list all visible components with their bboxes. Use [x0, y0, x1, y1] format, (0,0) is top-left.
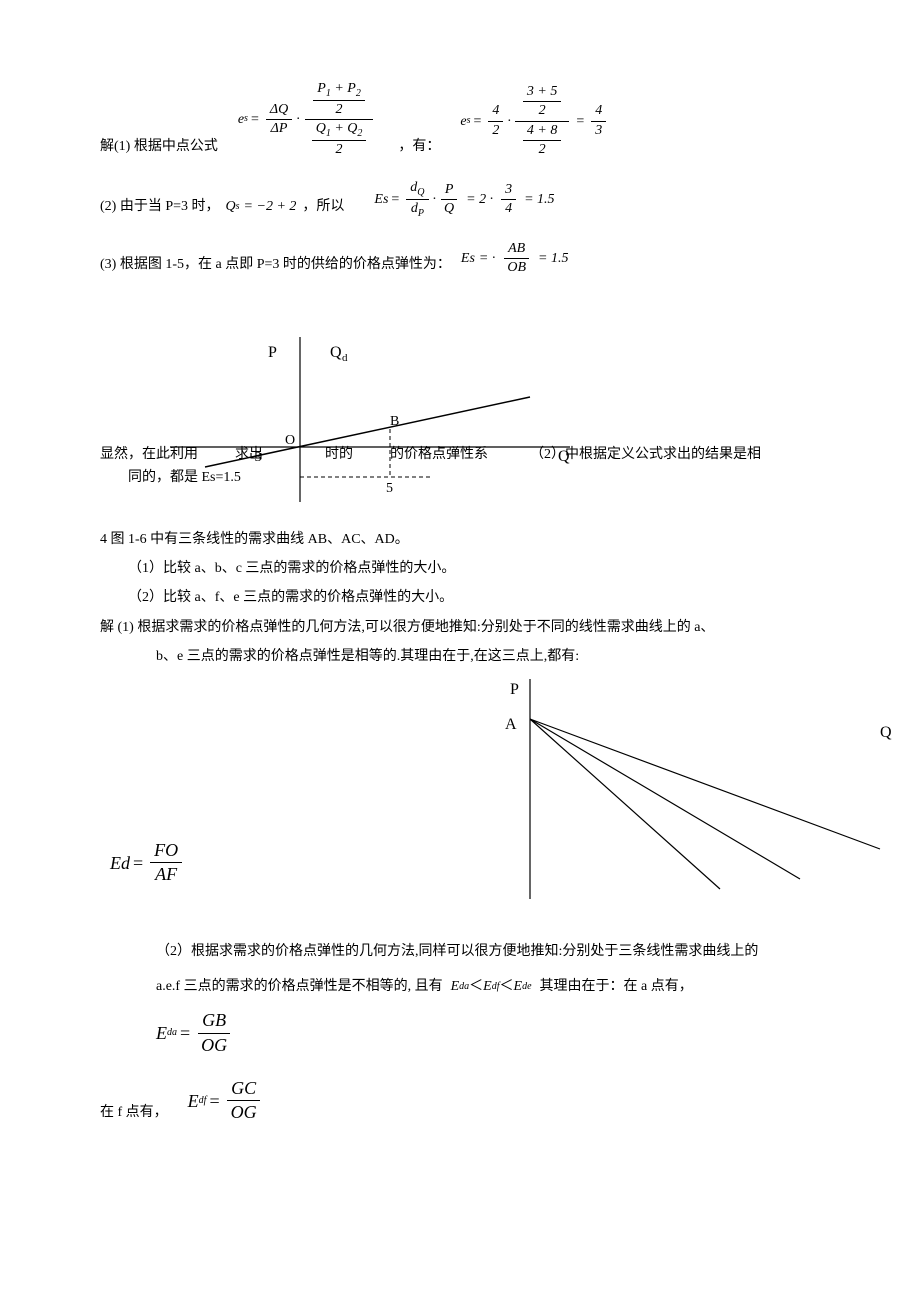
q-axis-label: Q — [558, 448, 570, 465]
p-axis-label: P — [268, 344, 277, 361]
a-label: A — [505, 716, 517, 733]
neg3-label: -3 — [250, 450, 262, 465]
text: 在 f 点有， — [100, 1100, 168, 1125]
qd-sub: d — [342, 352, 348, 364]
q4-sub2: （2）比较 a、f、e 三点的需求的价格点弹性的大小。 — [100, 585, 820, 610]
formula-eda: Eda = GBOG — [156, 1009, 235, 1057]
formula-es-point: Es = dQ dP · PQ = 2 · 34 = 1.5 — [374, 179, 554, 220]
text: (3) 根据图 1-5，在 a 点即 P=3 时的供给的价格点弹性为： — [100, 252, 451, 277]
text: (2) 由于当 P=3 时， — [100, 194, 220, 219]
five-label: 5 — [386, 481, 393, 496]
graph1-block: 显然，在此利用 求出 时的 的价格点弹性系 （2）中根据定义公式求出的结果是相 … — [100, 337, 820, 517]
formula-qs: Qs = −2 + 2 — [226, 194, 297, 219]
text: 其理由在于：在 a 点有， — [540, 974, 693, 999]
formula-es-geom: Es = · ABOB = 1.5 — [461, 240, 569, 277]
solution-1-line: 解(1) 根据中点公式 es = ΔQ ΔP · P1 + P2 2 Q1 + … — [100, 80, 820, 159]
solution-3-line: (3) 根据图 1-5，在 a 点即 P=3 时的供给的价格点弹性为： Es =… — [100, 240, 820, 277]
q4-sol2b: a.e.f 三点的需求的价格点弹性是不相等的, 且有 Eda ＜ Edf ＜ E… — [100, 974, 820, 999]
formula-es-numeric: es = 42 · 3 + 52 4 + 82 = 43 — [460, 83, 610, 159]
q4-sub1: （1）比较 a、b、c 三点的需求的价格点弹性的大小。 — [100, 556, 820, 581]
text: 解(1) 根据中点公式 — [100, 134, 218, 159]
p-axis-label: P — [510, 681, 519, 698]
q-axis-label: Q — [880, 719, 892, 748]
text: ，所以 — [302, 194, 344, 219]
inequality: Eda ＜ Edf ＜ Ede — [451, 974, 532, 999]
qd-label: Q — [330, 344, 342, 361]
q4-title: 4 图 1-6 中有三条线性的需求曲线 AB、AC、AD。 — [100, 527, 820, 552]
supply-graph: P Q d B O -3 5 Q — [150, 337, 620, 507]
point-b-label: B — [390, 414, 399, 429]
q4-sol1b: b、e 三点的需求的价格点弹性是相等的.其理由在于,在这三点上,都有: — [100, 644, 820, 669]
formula-eda-row: Eda = GBOG — [100, 1009, 820, 1057]
text: ，有： — [398, 134, 440, 159]
demand-curves-graph: P A — [480, 679, 900, 909]
formula-edf-row: 在 f 点有， Edf = GCOG — [100, 1077, 820, 1125]
origin-label: O — [285, 433, 295, 448]
graph2-block: Ed = FOAF P A Q — [100, 679, 820, 919]
formula-ed: Ed = FOAF — [110, 839, 186, 887]
q4-sol1a: 解 (1) 根据求需求的价格点弹性的几何方法,可以很方便地推知:分别处于不同的线… — [100, 615, 820, 640]
q4-sol2a: （2）根据求需求的价格点弹性的几何方法,同样可以很方便地推知:分别处于三条线性需… — [100, 939, 820, 964]
formula-edf: Edf = GCOG — [188, 1077, 265, 1125]
text: a.e.f 三点的需求的价格点弹性是不相等的, 且有 — [156, 974, 443, 999]
solution-2-line: (2) 由于当 P=3 时， Qs = −2 + 2 ，所以 Es = dQ d… — [100, 179, 820, 220]
formula-es-midpoint: es = ΔQ ΔP · P1 + P2 2 Q1 + Q2 2 — [238, 80, 379, 159]
